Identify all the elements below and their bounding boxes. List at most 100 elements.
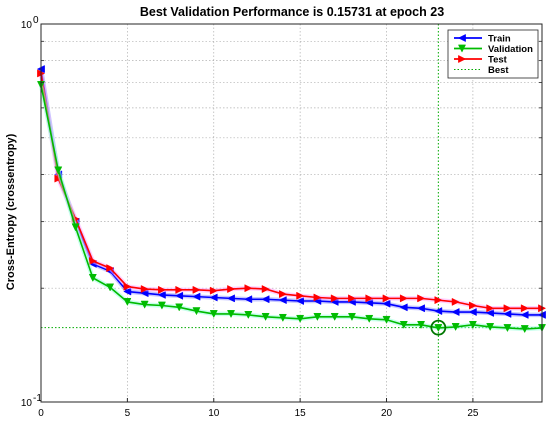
- data-point-train: [416, 304, 425, 313]
- data-point-test: [434, 296, 443, 305]
- y-tick-label: 10: [21, 20, 33, 31]
- data-point-test: [382, 294, 391, 303]
- data-point-validation: [54, 166, 63, 175]
- legend-label-validation: Validation: [488, 44, 533, 55]
- data-point-train: [382, 299, 391, 308]
- y-tick-exponent: -1: [33, 393, 42, 404]
- legend-marker-test: [458, 54, 467, 64]
- data-point-test: [140, 285, 149, 294]
- data-point-train: [209, 293, 218, 302]
- x-tick-label: 20: [381, 408, 393, 419]
- data-point-validation: [192, 307, 201, 316]
- x-tick-label: 5: [125, 408, 131, 419]
- data-point-train: [503, 309, 512, 318]
- data-point-train: [278, 296, 287, 305]
- legend-label-best: Best: [488, 65, 509, 76]
- data-point-test: [158, 285, 167, 294]
- y-tick-exponent: 0: [33, 15, 39, 26]
- data-point-test: [469, 301, 478, 310]
- x-tick-label: 10: [208, 408, 220, 419]
- data-point-train: [123, 287, 132, 296]
- data-point-train: [140, 289, 149, 298]
- data-point-test: [175, 285, 184, 294]
- chart-title: Best Validation Performance is 0.15731 a…: [140, 5, 444, 19]
- data-point-validation: [520, 325, 529, 334]
- data-point-validation: [382, 315, 391, 324]
- data-point-validation: [434, 324, 443, 333]
- data-point-test: [451, 297, 460, 306]
- data-point-validation: [365, 314, 374, 323]
- data-point-test: [209, 286, 218, 295]
- data-point-validation: [503, 324, 512, 333]
- data-point-validation: [486, 323, 495, 332]
- legend-label-train: Train: [488, 34, 511, 45]
- data-point-train: [295, 297, 304, 306]
- data-point-validation: [451, 323, 460, 332]
- data-point-train: [365, 298, 374, 307]
- y-axis-label: Cross-Entropy (crossentropy): [5, 133, 17, 290]
- data-point-test: [279, 290, 288, 299]
- data-point-train: [226, 294, 235, 303]
- data-point-validation: [244, 311, 253, 320]
- data-point-validation: [399, 320, 408, 330]
- data-point-test: [123, 282, 132, 291]
- data-point-test: [261, 285, 270, 294]
- data-point-validation: [209, 310, 218, 319]
- data-point-validation: [261, 312, 270, 321]
- data-point-test: [486, 304, 495, 313]
- data-point-validation: [468, 320, 477, 330]
- data-point-train: [157, 290, 166, 299]
- data-point-train: [468, 308, 477, 317]
- data-point-validation: [140, 300, 149, 309]
- data-point-test: [348, 294, 357, 303]
- legend-label-test: Test: [488, 55, 508, 66]
- legend-marker-validation: [457, 44, 467, 53]
- legend-marker-train: [457, 33, 466, 43]
- data-point-train: [175, 291, 184, 300]
- x-tick-label: 15: [295, 408, 307, 419]
- data-point-train: [434, 307, 443, 316]
- data-point-validation: [330, 312, 339, 321]
- data-point-test: [192, 285, 201, 294]
- data-point-validation: [313, 312, 322, 321]
- data-point-test: [503, 304, 512, 313]
- best-point-marker: [430, 319, 447, 336]
- data-point-train: [399, 303, 408, 312]
- series-lines: [36, 65, 547, 336]
- data-point-validation: [71, 223, 80, 232]
- data-point-train: [451, 308, 460, 317]
- data-point-train: [261, 295, 270, 304]
- data-point-validation: [123, 298, 132, 307]
- data-point-train: [520, 310, 529, 319]
- data-point-validation: [296, 314, 305, 323]
- plot-area: [41, 24, 542, 402]
- data-point-test: [417, 294, 426, 303]
- x-tick-label: 25: [467, 408, 479, 419]
- data-point-train: [244, 295, 253, 304]
- data-point-validation: [278, 313, 287, 322]
- data-point-validation: [88, 274, 97, 283]
- data-point-validation: [417, 320, 426, 330]
- plot-frame: [40, 23, 543, 403]
- data-point-test: [296, 291, 305, 300]
- y-tick-label: 10: [21, 398, 33, 409]
- data-point-test: [106, 264, 115, 273]
- data-point-test: [330, 294, 339, 303]
- data-point-validation: [106, 283, 115, 292]
- data-point-train: [486, 308, 495, 317]
- data-point-test: [520, 304, 529, 313]
- data-point-test: [227, 285, 236, 294]
- data-point-test: [365, 294, 374, 303]
- data-point-test: [313, 293, 322, 302]
- data-point-test: [399, 294, 408, 303]
- x-ticks: 0 5 10 15 20 25: [38, 398, 479, 419]
- data-point-validation: [227, 310, 236, 319]
- data-point-validation: [175, 303, 184, 312]
- data-point-train: [192, 292, 201, 301]
- data-point-validation: [347, 312, 356, 321]
- data-point-test: [244, 284, 253, 293]
- x-tick-label: 0: [38, 408, 44, 419]
